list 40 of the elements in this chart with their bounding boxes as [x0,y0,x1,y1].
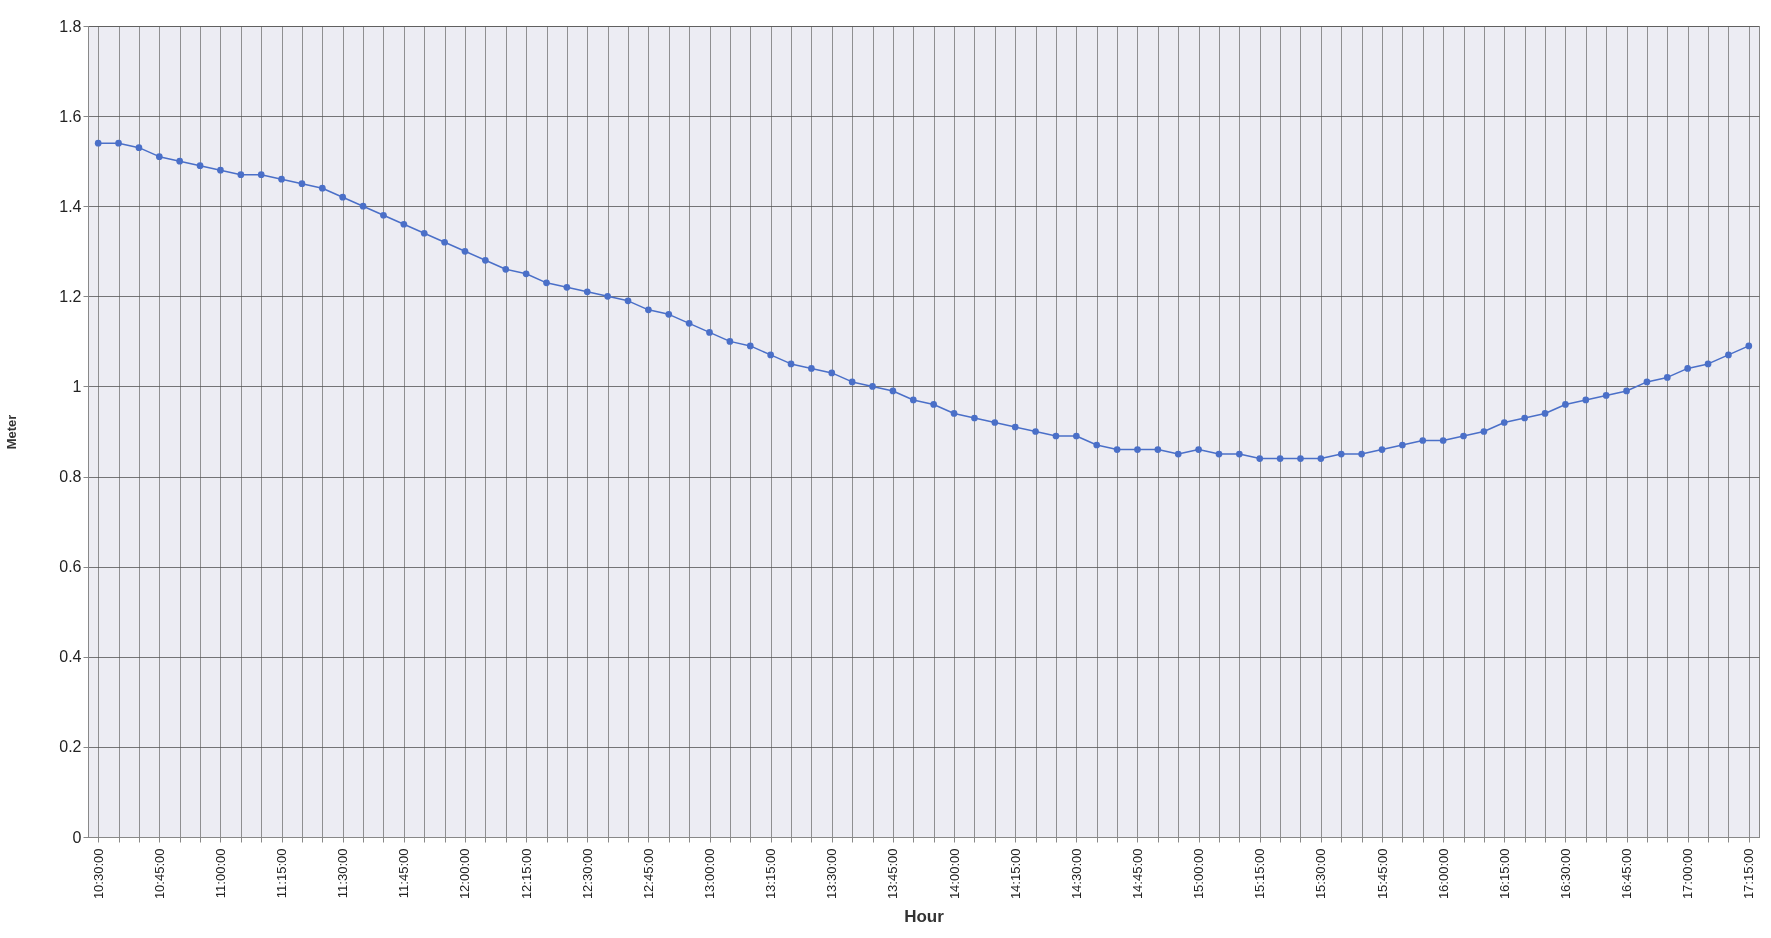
y-tick-label: 0 [72,828,82,846]
x-tick-label: 10:30:00 [90,848,106,900]
y-tick-label: 1.6 [59,107,82,125]
x-tick-label: 15:30:00 [1313,848,1329,900]
x-tick-label: 14:00:00 [946,848,962,900]
x-tick-label: 15:45:00 [1374,848,1390,900]
x-tick-label: 14:15:00 [1007,848,1023,900]
x-tick-label: 12:15:00 [518,848,534,900]
y-tick-label: 0.4 [59,648,82,666]
x-tick-label: 14:30:00 [1068,848,1084,900]
x-tick-label: 13:45:00 [885,848,901,900]
y-tick-label: 1.8 [59,17,82,35]
y-tick-label: 0.8 [59,468,82,486]
x-tick-label: 17:15:00 [1741,848,1757,900]
x-tick-label: 11:30:00 [335,848,351,899]
x-tick-label: 14:45:00 [1129,848,1145,900]
x-tick-label: 16:30:00 [1557,848,1573,900]
x-tick-label: 16:00:00 [1435,848,1451,900]
x-tick-label: 13:00:00 [702,848,718,900]
y-tick-label: 0.2 [59,738,82,756]
x-tick-label: 13:30:00 [824,848,840,900]
x-tick-label: 13:15:00 [763,848,779,900]
y-tick-label: 1.2 [59,287,82,305]
x-tick-label: 12:30:00 [579,848,595,900]
y-axis-title: Meter [4,414,20,450]
x-tick-label: 12:00:00 [457,848,473,900]
x-tick-label: 11:00:00 [212,848,228,899]
x-tick-label: 17:00:00 [1680,848,1696,900]
x-tick-label: 12:45:00 [640,848,656,900]
x-tick-label: 15:15:00 [1252,848,1268,900]
y-tick-label: 1.4 [59,197,82,215]
y-tick-label: 1 [72,377,82,395]
x-tick-label: 15:00:00 [1191,848,1207,900]
y-tick-label: 0.6 [59,558,82,576]
x-tick-label: 11:45:00 [396,848,412,899]
x-axis-title: Hour [904,907,945,927]
x-tick-label: 11:15:00 [274,848,290,899]
x-tick-label: 10:45:00 [151,848,167,900]
x-tick-label: 16:15:00 [1496,848,1512,900]
x-tick-label: 16:45:00 [1619,848,1635,900]
